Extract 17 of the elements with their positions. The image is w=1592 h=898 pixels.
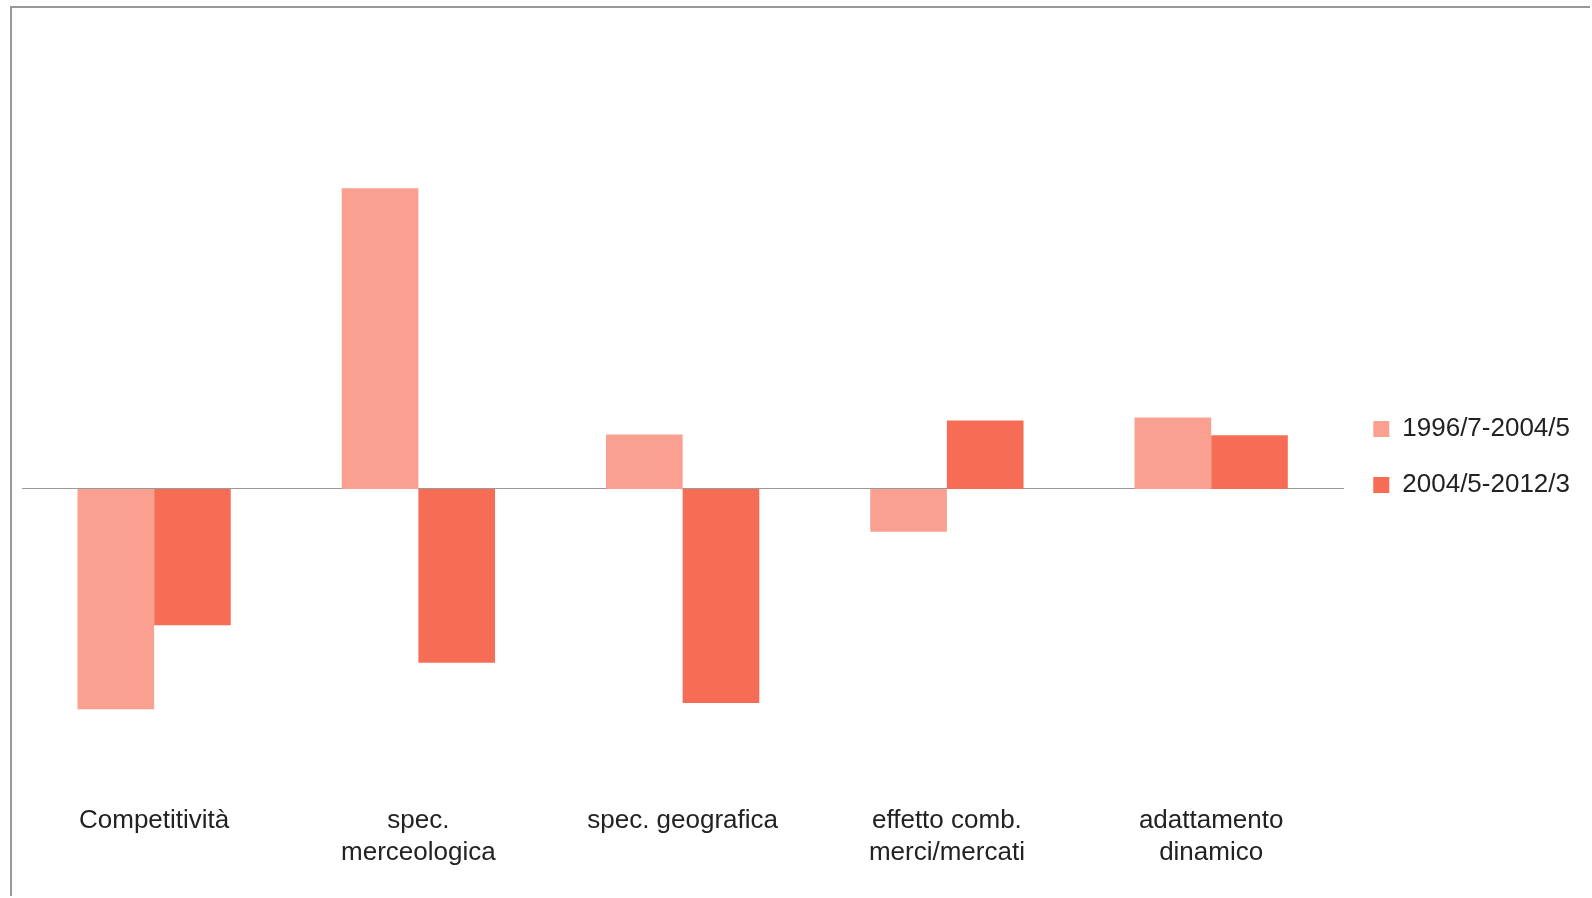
bar (154, 488, 231, 626)
x-tick-label: spec. geografica (587, 804, 779, 835)
x-tick-label: spec. merceologica (341, 804, 497, 866)
bar (682, 488, 760, 704)
x-tick-label: adattamento dinamico (1138, 804, 1284, 866)
bar (1134, 417, 1212, 489)
bar (606, 434, 683, 489)
bar (870, 488, 947, 532)
legend-label: 2004/5-2012/3 (1402, 468, 1571, 499)
bar (1211, 435, 1288, 489)
bar (946, 420, 1024, 489)
x-tick-label: Competitività (78, 804, 230, 835)
bar (77, 488, 155, 710)
bar (418, 488, 496, 663)
bar (341, 188, 419, 489)
x-tick-label: effetto comb. merci/mercati (868, 804, 1025, 866)
legend-label: 1996/7-2004/5 (1402, 412, 1571, 443)
